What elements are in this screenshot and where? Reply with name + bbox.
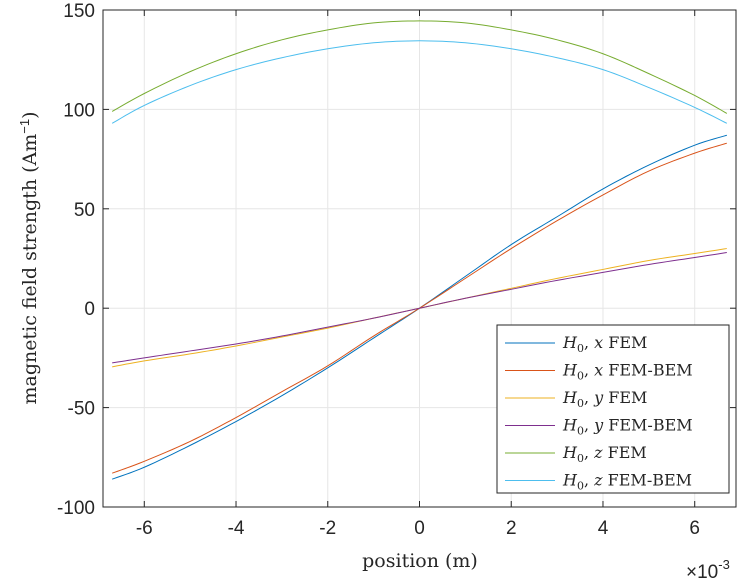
y-tick-label: 100 [63, 100, 95, 121]
y-tick-label: -100 [57, 498, 95, 519]
legend-entry: H0, z FEM [562, 443, 647, 465]
x-tick-label: 6 [689, 518, 700, 539]
y-tick-label: 150 [63, 1, 95, 22]
x-exponent-label: ×10-3 [686, 557, 730, 583]
series-line-6 [111, 40, 728, 124]
x-tick-labels: -6 -4 -2 0 2 4 6 [136, 518, 700, 539]
y-axis-label: magnetic field strength (Am−1) [17, 112, 41, 405]
legend-entry: H0, x FEM [562, 333, 647, 355]
legend-entry: H0, x FEM-BEM [562, 361, 693, 383]
x-tick-label: 0 [414, 518, 425, 539]
series-line-5 [111, 20, 728, 114]
y-tick-label: 0 [84, 299, 95, 320]
x-tick-label: 4 [598, 518, 609, 539]
x-tick-label: -6 [136, 518, 153, 539]
y-tick-labels: -100 -50 0 50 100 150 [57, 1, 95, 519]
x-tick-label: 2 [506, 518, 517, 539]
x-axis-label: position (m) [362, 550, 478, 572]
x-tick-label: -2 [319, 518, 336, 539]
axis-ticks [103, 9, 736, 508]
y-tick-label: -50 [68, 399, 95, 420]
legend: H0, x FEM H0, x FEM-BEM H0, y FEM H0, y FEM… [496, 324, 730, 494]
legend-entry: H0, y FEM [562, 388, 647, 410]
series-line-4 [112, 252, 727, 364]
legend-entry: H0, z FEM-BEM [562, 471, 692, 493]
y-tick-label: 50 [74, 200, 95, 221]
x-tick-label: -4 [228, 518, 245, 539]
series-lines [111, 20, 728, 480]
legend-entry: H0, y FEM-BEM [562, 416, 693, 438]
legend-box [496, 324, 730, 494]
